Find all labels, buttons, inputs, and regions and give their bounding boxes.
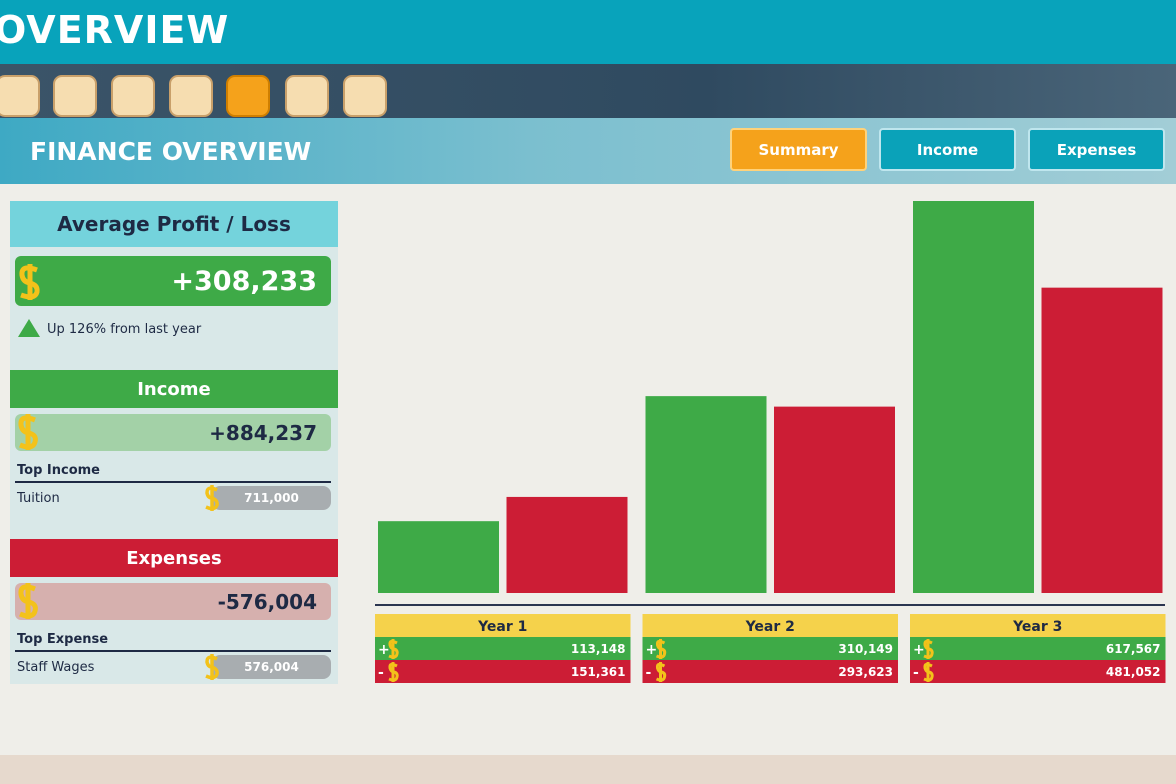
expenses-total: -576,004 <box>15 583 331 620</box>
row-bg <box>375 660 631 683</box>
row-bg <box>642 660 898 683</box>
bar <box>378 521 499 593</box>
row-value: 151,361 <box>571 665 626 679</box>
bar <box>645 396 767 593</box>
dollar-icon <box>388 639 399 659</box>
bar <box>774 406 895 593</box>
bar <box>913 201 1034 593</box>
panel-title: Average Profit / Loss <box>10 201 338 247</box>
dollar-icon <box>923 662 934 682</box>
rule <box>15 650 331 652</box>
dollar-icon <box>205 485 219 511</box>
dollar-icon <box>18 583 38 619</box>
year-header <box>642 614 898 637</box>
top-income-label: Top Income <box>17 463 100 478</box>
top-expense-value: 576,004 <box>212 655 331 679</box>
row-bg <box>375 637 631 660</box>
year-label: Year 3 <box>1012 619 1062 635</box>
dollar-icon <box>205 654 219 680</box>
nav-icon[interactable] <box>53 75 97 117</box>
tab[interactable]: Income <box>879 128 1016 171</box>
nav-icon[interactable] <box>285 75 329 117</box>
year-header <box>375 614 631 637</box>
nav-icon-finance[interactable] <box>226 75 270 117</box>
series-sign: - <box>646 665 652 681</box>
bar <box>1041 287 1163 593</box>
row-value: 617,567 <box>1106 642 1161 656</box>
series-sign: - <box>913 665 919 681</box>
tab[interactable]: Summary <box>730 128 867 171</box>
row-value: 113,148 <box>571 642 626 656</box>
top-income-value: 711,000 <box>212 486 331 510</box>
row-value: 310,149 <box>838 642 893 656</box>
rule <box>15 481 331 483</box>
nav-icon[interactable] <box>111 75 155 117</box>
change-text: Up 126% from last year <box>47 322 202 337</box>
series-sign: + <box>646 642 658 658</box>
series-sign: - <box>378 665 384 681</box>
dollar-icon <box>19 264 40 300</box>
year-header <box>910 614 1166 637</box>
dollar-icon <box>18 414 38 450</box>
nav-icon[interactable] <box>343 75 387 117</box>
top-expense-name: Staff Wages <box>17 660 95 675</box>
row-bg <box>642 637 898 660</box>
row-bg <box>910 637 1166 660</box>
top-bar <box>0 0 1176 64</box>
row-value: 481,052 <box>1106 665 1161 679</box>
up-arrow <box>18 319 40 337</box>
bottom-strip <box>0 755 1176 784</box>
expenses-title: Expenses <box>10 539 338 577</box>
income-title: Income <box>10 370 338 408</box>
chart: Year 1 + 113,148 - 151,361 Year 2 + 310,149 - 293… <box>375 201 1166 683</box>
bar <box>506 496 628 593</box>
series-sign: + <box>378 642 390 658</box>
year-label: Year 2 <box>745 619 795 635</box>
row-bg <box>910 660 1166 683</box>
section-title: FINANCE OVERVIEW <box>30 137 312 166</box>
nav-icon[interactable] <box>169 75 213 117</box>
row-value: 293,623 <box>838 665 893 679</box>
year-label: Year 1 <box>477 619 527 635</box>
profit-value: +308,233 <box>15 256 331 306</box>
screen-title: OVERVIEW <box>0 8 230 52</box>
dollar-icon <box>655 639 667 659</box>
top-income-name: Tuition <box>17 491 60 506</box>
income-total: +884,237 <box>15 414 331 451</box>
nav-icon[interactable] <box>0 75 40 117</box>
series-sign: + <box>913 642 925 658</box>
tab[interactable]: Expenses <box>1028 128 1165 171</box>
dollar-icon <box>655 662 667 682</box>
top-expense-label: Top Expense <box>17 632 109 647</box>
dollar-icon <box>923 639 934 659</box>
dollar-icon <box>388 662 399 682</box>
